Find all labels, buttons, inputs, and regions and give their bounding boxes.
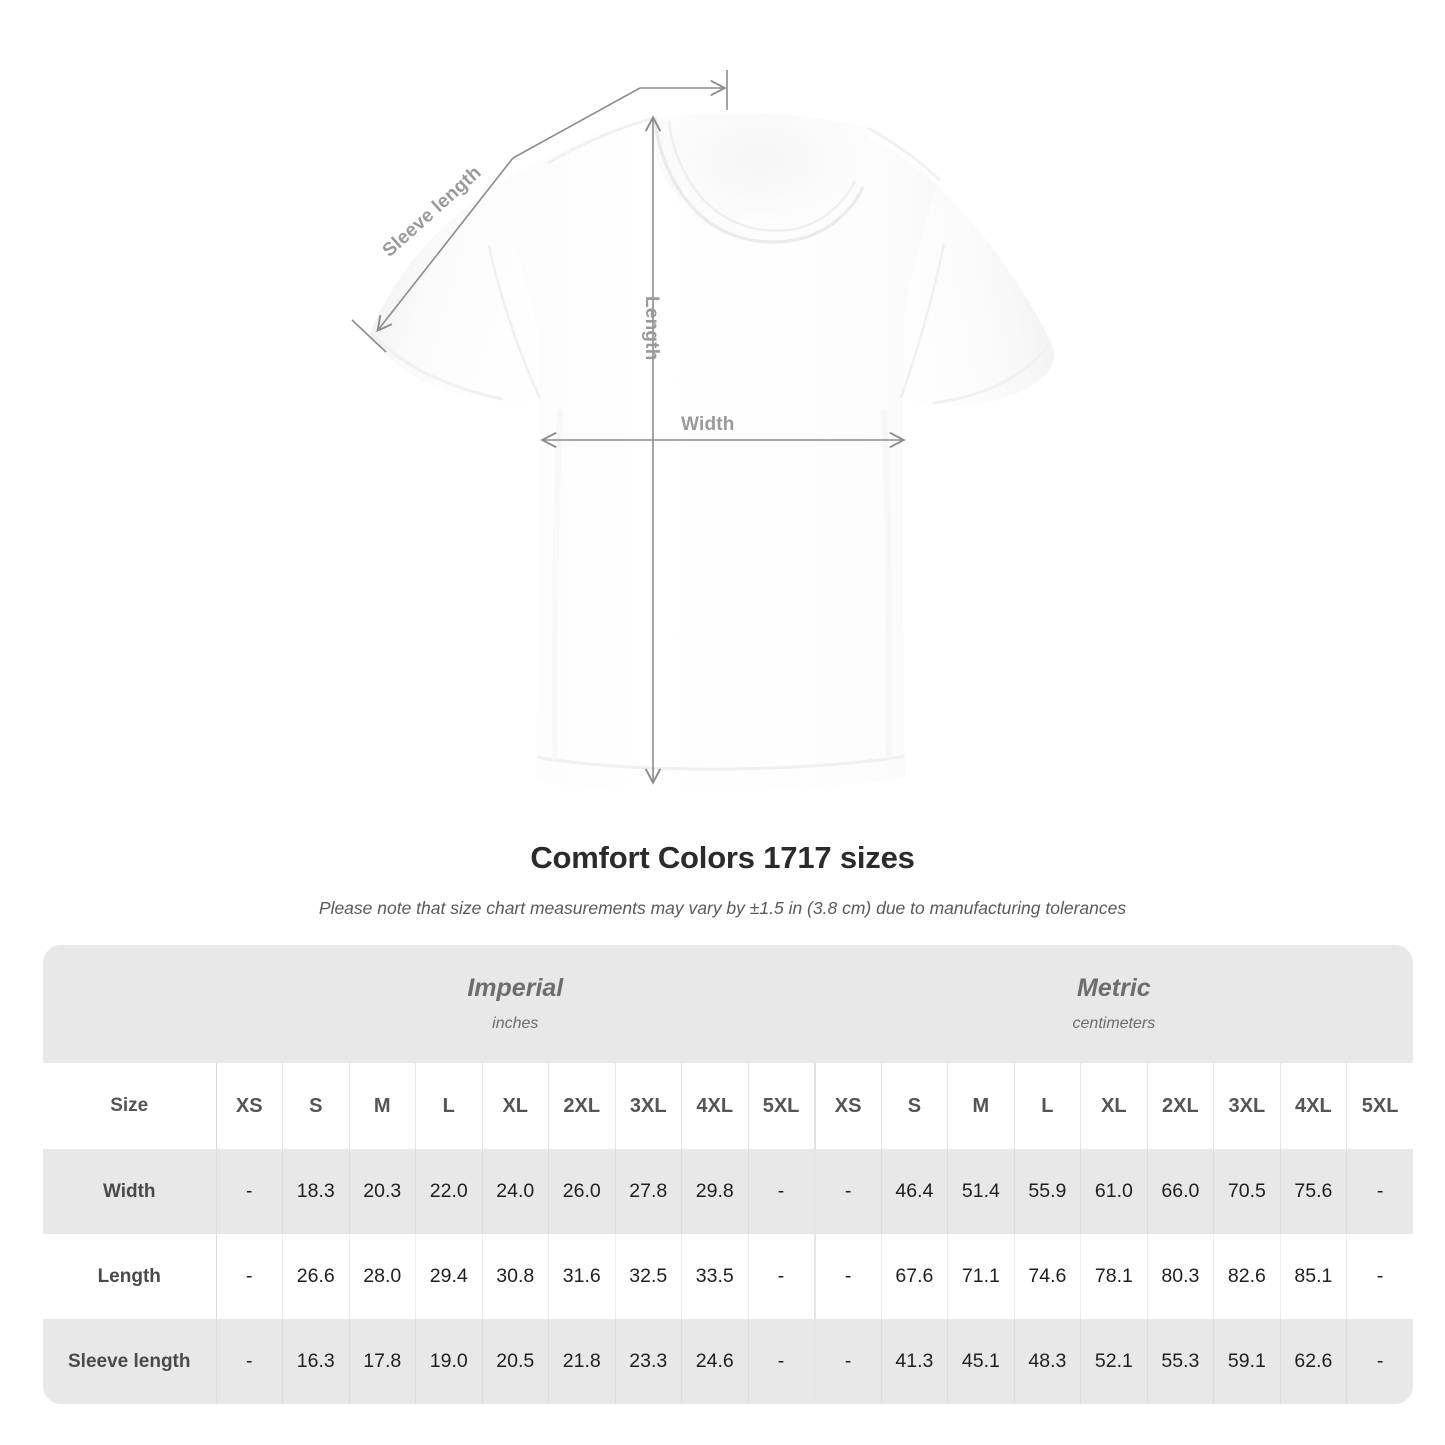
imperial-unit-sub: inches [492, 1014, 539, 1032]
cell-length-imperial-2xl: 31.6 [548, 1234, 616, 1319]
cell-length-imperial-xs: - [216, 1234, 283, 1319]
cell-sleeve-length-metric-m: 45.1 [947, 1319, 1015, 1404]
size-header-imperial-4xl: 4XL [681, 1063, 749, 1149]
cell-width-metric-m: 51.4 [947, 1149, 1015, 1234]
size-header-metric-4xl: 4XL [1280, 1063, 1348, 1149]
cell-length-metric-5xl: - [1346, 1234, 1414, 1319]
cell-sleeve-length-imperial-xs: - [216, 1319, 283, 1404]
cell-length-metric-2xl: 80.3 [1147, 1234, 1215, 1319]
unit-banner-row: Imperial inches Metric centimeters [43, 945, 1414, 1063]
cell-sleeve-length-imperial-l: 19.0 [415, 1319, 483, 1404]
cell-width-imperial-2xl: 26.0 [548, 1149, 616, 1234]
size-header-imperial-2xl: 2XL [548, 1063, 616, 1149]
page-title: Comfort Colors 1717 sizes [530, 840, 915, 875]
cell-width-metric-5xl: - [1346, 1149, 1414, 1234]
size-header-imperial-m: M [349, 1063, 416, 1149]
tshirt-illustration [351, 70, 1054, 790]
size-chart-table: Imperial inches Metric centimeters Size X… [43, 945, 1414, 1404]
cell-width-metric-3xl: 70.5 [1213, 1149, 1281, 1234]
cell-length-imperial-s: 26.6 [282, 1234, 350, 1319]
cell-length-imperial-l: 29.4 [415, 1234, 483, 1319]
size-column-header: Size [43, 1063, 217, 1149]
size-header-imperial-s: S [282, 1063, 350, 1149]
cell-length-imperial-5xl: - [748, 1234, 816, 1319]
tshirt-diagram: Sleeve length Length Width [351, 70, 1054, 790]
imperial-unit-name: Imperial [467, 974, 564, 1003]
cell-width-imperial-5xl: - [748, 1149, 816, 1234]
cell-sleeve-length-imperial-s: 16.3 [282, 1319, 350, 1404]
cell-sleeve-length-metric-s: 41.3 [881, 1319, 949, 1404]
length-label: Length [641, 296, 662, 361]
cell-sleeve-length-metric-3xl: 59.1 [1213, 1319, 1281, 1404]
row-label-width: Width [43, 1149, 217, 1234]
cell-width-metric-xs: - [814, 1149, 882, 1234]
size-header-metric-s: S [881, 1063, 949, 1149]
cell-sleeve-length-metric-4xl: 62.6 [1280, 1319, 1348, 1404]
table-row: Width -18.3 20.3 22.0 24.0 26.0 27.8 29.8- -46.4… [43, 1149, 1414, 1234]
cell-sleeve-length-imperial-xl: 20.5 [482, 1319, 549, 1404]
cell-width-metric-2xl: 66.0 [1147, 1149, 1215, 1234]
metric-unit-sub: centimeters [1072, 1014, 1156, 1032]
table-row: Length -26.6 28.0 29.4 30.8 31.6 32.5 33.5- -67.… [43, 1234, 1414, 1319]
width-label: Width [681, 414, 735, 435]
cell-width-imperial-xs: - [216, 1149, 283, 1234]
cell-width-metric-l: 55.9 [1014, 1149, 1082, 1234]
size-header-metric-2xl: 2XL [1147, 1063, 1215, 1149]
cell-length-metric-l: 74.6 [1014, 1234, 1082, 1319]
unit-banner-spacer [43, 945, 216, 1063]
cell-length-metric-4xl: 85.1 [1280, 1234, 1348, 1319]
shirt-silhouette [369, 112, 1054, 790]
chart-heading-block: Comfort Colors 1717 sizes Please note th… [0, 840, 1445, 919]
size-header-metric-m: M [947, 1063, 1015, 1149]
cell-length-metric-3xl: 82.6 [1213, 1234, 1281, 1319]
metric-unit-banner: Metric centimeters [814, 945, 1414, 1063]
imperial-unit-banner: Imperial inches [216, 945, 815, 1063]
cell-sleeve-length-imperial-4xl: 24.6 [681, 1319, 749, 1404]
cell-width-imperial-s: 18.3 [282, 1149, 350, 1234]
cell-width-imperial-l: 22.0 [415, 1149, 483, 1234]
cell-sleeve-length-metric-xs: - [814, 1319, 882, 1404]
cell-sleeve-length-imperial-3xl: 23.3 [615, 1319, 682, 1404]
cell-sleeve-length-metric-5xl: - [1346, 1319, 1414, 1404]
cell-length-metric-xs: - [814, 1234, 882, 1319]
size-header-metric-l: L [1014, 1063, 1082, 1149]
cell-length-imperial-4xl: 33.5 [681, 1234, 749, 1319]
metric-unit-name: Metric [1077, 974, 1151, 1003]
cell-sleeve-length-metric-l: 48.3 [1014, 1319, 1082, 1404]
size-header-imperial-5xl: 5XL [748, 1063, 816, 1149]
cell-sleeve-length-imperial-2xl: 21.8 [548, 1319, 616, 1404]
cell-width-imperial-3xl: 27.8 [615, 1149, 682, 1234]
cell-length-metric-s: 67.6 [881, 1234, 949, 1319]
size-header-metric-xs: XS [814, 1063, 882, 1149]
size-header-imperial-xl: XL [482, 1063, 549, 1149]
cell-width-imperial-m: 20.3 [349, 1149, 416, 1234]
size-chart-table-wrapper: Imperial inches Metric centimeters Size X… [43, 945, 1414, 1404]
row-label-sleeve-length: Sleeve length [43, 1319, 217, 1404]
size-header-metric-5xl: 5XL [1346, 1063, 1414, 1149]
size-header-imperial-xs: XS [216, 1063, 283, 1149]
size-header-metric-3xl: 3XL [1213, 1063, 1281, 1149]
size-header-imperial-3xl: 3XL [615, 1063, 682, 1149]
table-row: Sleeve length -16.3 17.8 19.0 20.5 21.8 23.3 24… [43, 1319, 1414, 1404]
cell-length-imperial-xl: 30.8 [482, 1234, 549, 1319]
cell-length-imperial-m: 28.0 [349, 1234, 416, 1319]
cell-sleeve-length-imperial-5xl: - [748, 1319, 816, 1404]
cell-length-imperial-3xl: 32.5 [615, 1234, 682, 1319]
sleeve-length-arrow [351, 70, 728, 353]
cell-width-imperial-4xl: 29.8 [681, 1149, 749, 1234]
cell-length-metric-m: 71.1 [947, 1234, 1015, 1319]
cell-sleeve-length-metric-2xl: 55.3 [1147, 1319, 1215, 1404]
cell-sleeve-length-metric-xl: 52.1 [1080, 1319, 1148, 1404]
cell-sleeve-length-imperial-m: 17.8 [349, 1319, 416, 1404]
cell-width-metric-s: 46.4 [881, 1149, 949, 1234]
cell-width-imperial-xl: 24.0 [482, 1149, 549, 1234]
cell-width-metric-4xl: 75.6 [1280, 1149, 1348, 1234]
size-header-imperial-l: L [415, 1063, 483, 1149]
cell-length-metric-xl: 78.1 [1080, 1234, 1148, 1319]
size-header-metric-xl: XL [1080, 1063, 1148, 1149]
cell-width-metric-xl: 61.0 [1080, 1149, 1148, 1234]
size-header-row: Size XS S M L XL 2XL 3XL 4XL 5XL XS S M L XL 2XL 3XL 4XL 5… [43, 1063, 1414, 1149]
row-label-length: Length [43, 1234, 217, 1319]
tolerance-note: Please note that size chart measurements… [318, 898, 1127, 918]
